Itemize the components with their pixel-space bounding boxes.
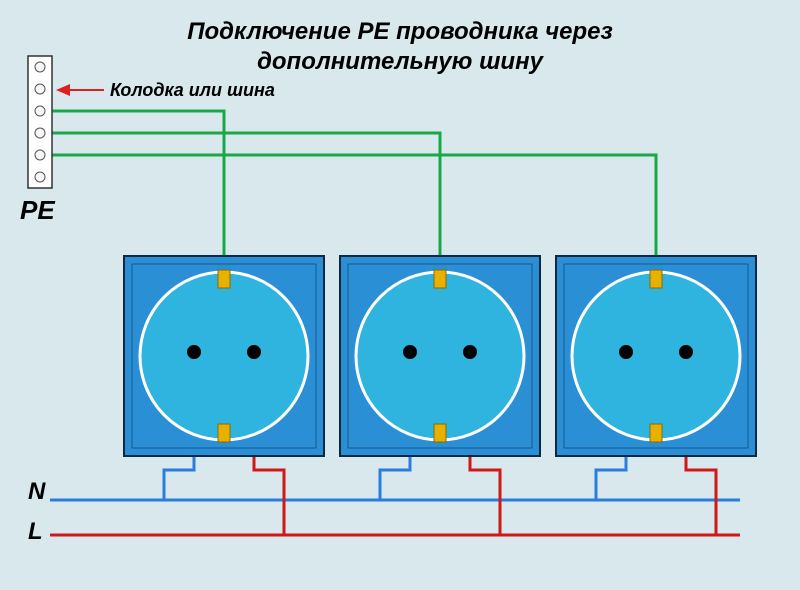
l-label: L [28,518,43,546]
socket [340,256,540,456]
pe-contact-icon [434,424,446,442]
socket-hole-icon [463,345,477,359]
pe-contact-icon [650,424,662,442]
pe-label: PE [20,195,55,226]
terminal-block-label: Колодка или шина [110,80,275,101]
terminal-hole-icon [35,128,45,138]
socket-hole-icon [619,345,633,359]
diagram-title-line1: Подключение PE проводника через [0,18,800,46]
socket [124,256,324,456]
pe-wire [52,111,224,274]
terminal-hole-icon [35,150,45,160]
n-label: N [28,478,45,506]
arrow-head-icon [56,84,70,96]
pe-contact-icon [218,270,230,288]
socket [556,256,756,456]
socket-hole-icon [187,345,201,359]
terminal-hole-icon [35,172,45,182]
diagram-title-line2: дополнительную шину [0,48,800,76]
pe-contact-icon [218,424,230,442]
pe-contact-icon [434,270,446,288]
terminal-hole-icon [35,84,45,94]
socket-hole-icon [403,345,417,359]
socket-hole-icon [679,345,693,359]
terminal-hole-icon [35,106,45,116]
pe-contact-icon [650,270,662,288]
socket-hole-icon [247,345,261,359]
